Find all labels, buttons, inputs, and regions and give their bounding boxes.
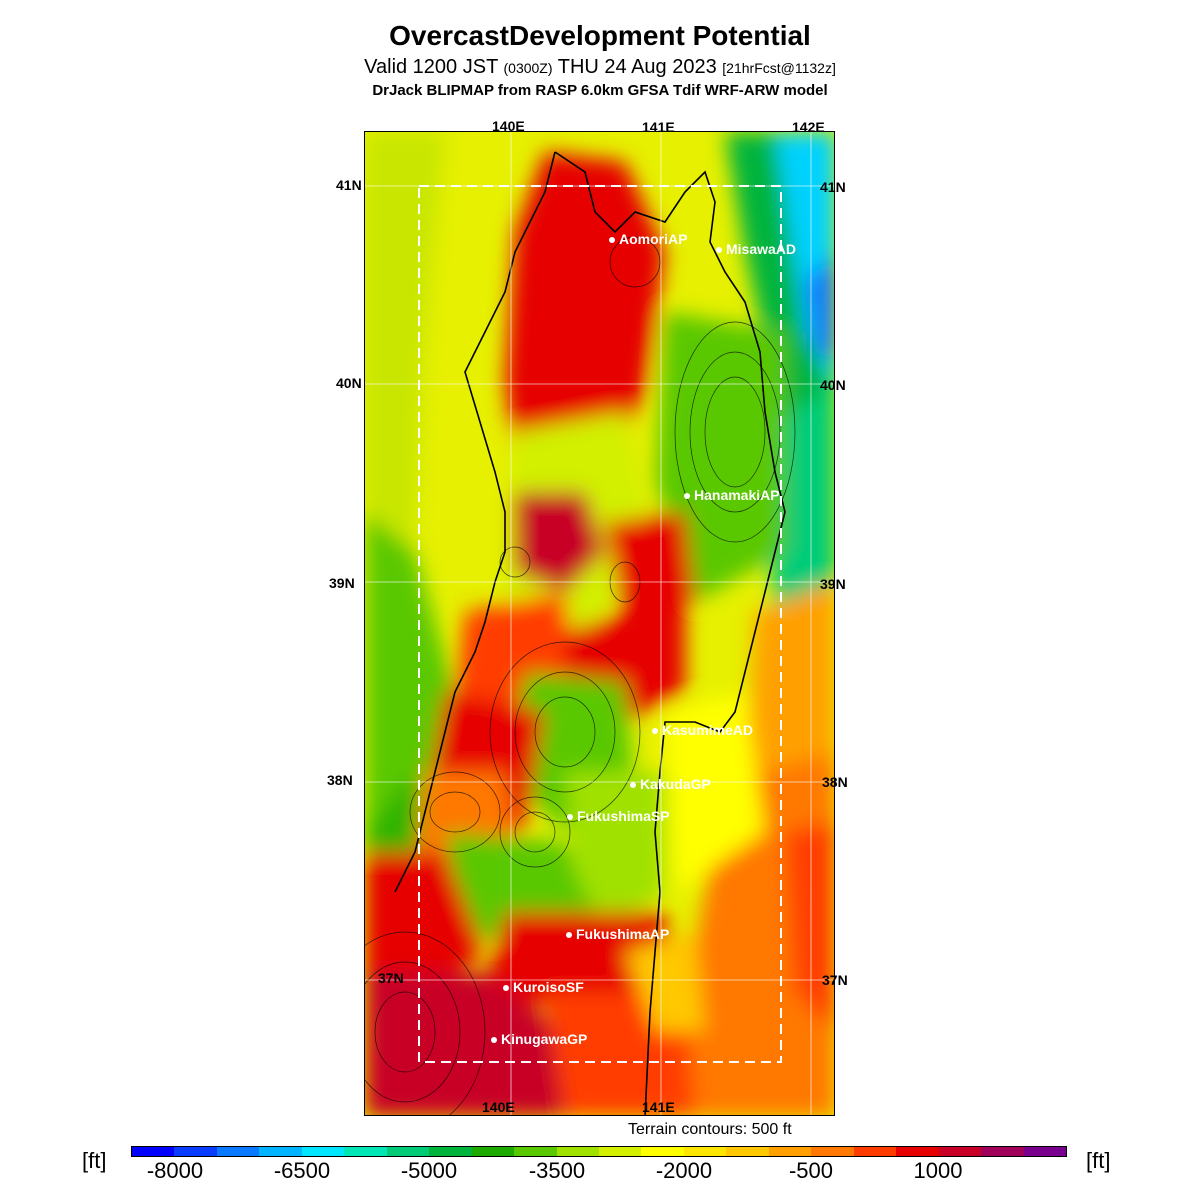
valid-time: Valid 1200 JST — [364, 56, 498, 78]
station-label: HanamakiAP — [694, 487, 780, 503]
colorbar-swatch — [811, 1147, 854, 1156]
map-field — [365, 132, 834, 1115]
terrain-contour-note: Terrain contours: 500 ft — [628, 1121, 792, 1138]
colorbar-swatch — [471, 1147, 515, 1156]
colorbar-swatch — [598, 1147, 642, 1156]
lat-label-right: 41N — [820, 179, 846, 195]
lat-label-right: 39N — [820, 576, 846, 592]
station-kakuda: KakudaGP — [630, 776, 711, 792]
colorbar-tick: -500 — [788, 1158, 834, 1183]
valid-date: THU 24 Aug 2023 — [557, 56, 717, 78]
station-marker — [652, 728, 658, 735]
lon-label-top: 142E — [792, 119, 825, 135]
lat-label-left: 38N — [327, 772, 353, 788]
colorbar-swatch — [726, 1147, 769, 1156]
colorbar-swatch — [938, 1147, 982, 1156]
unit-label-right: [ft] — [1086, 1148, 1111, 1173]
lat-label-right: 37N — [822, 972, 848, 988]
unit-label-left: [ft] — [82, 1148, 107, 1173]
lat-label-left: 39N — [329, 575, 355, 591]
coastline-west — [394, 151, 556, 893]
station-label: FukushimaSP — [577, 808, 670, 824]
station-marker — [716, 247, 722, 254]
colorbar-swatch — [259, 1147, 302, 1156]
lat-label-left: 40N — [336, 375, 362, 391]
station-fukushima-ap: FukushimaAP — [566, 926, 669, 942]
colorbar-tick: -6500 — [273, 1158, 331, 1183]
map-title: OvercastDevelopment Potential — [389, 20, 811, 51]
valid-time-line: Valid 1200 JST (0300Z) THU 24 Aug 2023 [… — [0, 56, 1200, 79]
station-marker — [609, 237, 615, 244]
station-label: KinugawaGP — [501, 1031, 588, 1047]
lon-label-top: 140E — [492, 118, 525, 134]
station-aomori: AomoriAP — [609, 231, 687, 247]
station-marker — [491, 1037, 497, 1044]
station-label: MisawaAD — [726, 241, 797, 257]
station-label: AomoriAP — [619, 231, 688, 247]
colorbar-swatch — [301, 1147, 345, 1156]
colorbar-swatch — [216, 1147, 260, 1156]
model-line: DrJack BLIPMAP from RASP 6.0km GFSA Tdif… — [372, 82, 828, 99]
forecast-map — [364, 131, 835, 1116]
colorbar-swatch — [853, 1147, 897, 1156]
station-hanamaki: HanamakiAP — [684, 487, 780, 503]
colorbar-swatch — [514, 1147, 557, 1156]
station-fukushima-sp: FukushimaSP — [567, 808, 670, 824]
colorbar-swatch — [768, 1147, 812, 1156]
colorbar-swatch — [641, 1147, 684, 1156]
utc-time: (0300Z) — [503, 60, 553, 76]
station-marker — [566, 932, 572, 939]
colorbar-tick: -3500 — [528, 1158, 586, 1183]
station-kasumime: KasumimeAD — [652, 722, 753, 738]
lon-label-bottom: 140E — [482, 1099, 515, 1115]
colorbar-swatch — [132, 1147, 175, 1156]
colorbar-swatch — [683, 1147, 727, 1156]
lon-label-bottom: 141E — [642, 1099, 675, 1115]
station-marker — [503, 985, 509, 992]
station-kuroiso: KuroisoSF — [503, 979, 584, 995]
station-misawa: MisawaAD — [716, 241, 796, 257]
lat-label-right: 38N — [822, 774, 848, 790]
lat-label-left: 37N — [378, 970, 404, 986]
lat-label-right: 40N — [820, 377, 846, 393]
station-marker — [684, 493, 690, 500]
colorbar-swatch — [896, 1147, 939, 1156]
station-marker — [630, 782, 636, 789]
colorbar-tick: 1000 — [913, 1158, 963, 1183]
forecast-info: [21hrFcst@1132z] — [722, 60, 836, 76]
lat-label-left: 41N — [336, 177, 362, 193]
colorbar-swatch — [981, 1147, 1024, 1156]
colorbar-swatch — [1023, 1147, 1066, 1156]
colorbar-tick: -2000 — [655, 1158, 713, 1183]
station-label: KuroisoSF — [513, 979, 584, 995]
colorbar-swatch — [429, 1147, 472, 1156]
colorbar-swatch — [556, 1147, 599, 1156]
station-label: KasumimeAD — [662, 722, 754, 738]
colorbar-swatch — [386, 1147, 430, 1156]
station-label: KakudaGP — [640, 776, 711, 792]
station-marker — [567, 814, 573, 821]
colorbar-swatch — [344, 1147, 387, 1156]
inner-domain-box — [418, 185, 782, 1063]
station-label: FukushimaAP — [576, 926, 670, 942]
colorbar-tick: -5000 — [400, 1158, 458, 1183]
colorbar — [131, 1146, 1067, 1157]
colorbar-tick: -8000 — [146, 1158, 204, 1183]
station-kinugawa: KinugawaGP — [491, 1031, 587, 1047]
lon-label-top: 141E — [642, 119, 675, 135]
colorbar-swatch — [174, 1147, 217, 1156]
